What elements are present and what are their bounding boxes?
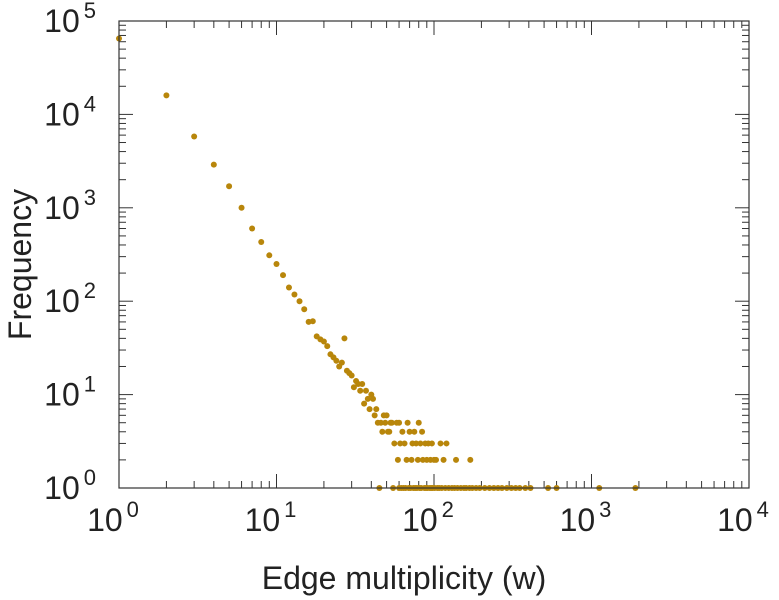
plot-frame (118, 20, 750, 489)
data-point (401, 440, 408, 447)
data-point (364, 395, 371, 402)
data-point (258, 239, 265, 246)
data-points (116, 35, 639, 491)
data-point (437, 440, 444, 447)
data-point (370, 395, 377, 402)
data-point (388, 419, 395, 426)
x-tick-label: 10 1 (245, 497, 297, 538)
data-point (309, 318, 316, 325)
data-point (361, 400, 368, 407)
data-point (382, 419, 389, 426)
data-point (379, 428, 386, 435)
data-point (333, 357, 340, 364)
data-point (417, 440, 424, 447)
data-point (238, 204, 245, 211)
data-point (350, 384, 357, 391)
y-tick-label: 10 4 (44, 91, 96, 132)
data-point (413, 440, 420, 447)
data-point (443, 440, 450, 447)
data-point (266, 252, 273, 259)
x-tick-label: 10 4 (717, 497, 769, 538)
data-point (467, 456, 474, 463)
data-point (419, 428, 426, 435)
data-point (249, 225, 256, 232)
data-point (403, 456, 410, 463)
data-point (191, 133, 198, 140)
data-point (301, 306, 308, 313)
data-point (163, 92, 170, 99)
data-point (394, 456, 401, 463)
data-point (414, 456, 421, 463)
data-point (226, 183, 233, 190)
data-point (320, 338, 327, 345)
data-point (359, 380, 366, 387)
data-point (383, 412, 390, 419)
data-point (440, 456, 447, 463)
data-point (386, 428, 393, 435)
data-point (338, 359, 345, 366)
data-point (362, 387, 369, 394)
data-point (408, 456, 415, 463)
y-axis-title: Frequency (2, 189, 38, 340)
y-tick-label: 10 0 (44, 465, 96, 506)
x-tick-label: 10 0 (87, 497, 139, 538)
data-point (428, 440, 435, 447)
data-point (366, 406, 373, 413)
data-point (324, 343, 331, 350)
data-point (285, 284, 292, 291)
axis-ticks (118, 20, 750, 489)
data-point (391, 440, 398, 447)
x-tick-label: 10 3 (560, 497, 612, 538)
data-point (371, 412, 378, 419)
data-point (396, 419, 403, 426)
data-point (433, 456, 440, 463)
data-point (291, 291, 298, 298)
data-point (453, 456, 460, 463)
data-point (357, 387, 364, 394)
data-point (397, 440, 404, 447)
data-point (210, 161, 217, 168)
y-tick-label: 10 5 (44, 0, 96, 39)
data-point (273, 261, 280, 268)
data-point (377, 419, 384, 426)
data-point (411, 428, 418, 435)
data-point (399, 428, 406, 435)
data-point (415, 419, 422, 426)
data-point (296, 298, 303, 305)
y-tick-label: 10 3 (44, 185, 96, 226)
data-point (341, 335, 348, 342)
y-tick-label: 10 2 (44, 278, 96, 319)
y-tick-label: 10 1 (44, 372, 96, 413)
data-point (373, 406, 380, 413)
data-point (280, 272, 287, 279)
axis-tick-labels: 10 0 10 1 10 2 10 3 10 4 10 0 10 1 10 2 10 3 10 4 10 5 (44, 0, 769, 538)
data-point (406, 428, 413, 435)
x-axis-title: Edge multiplicity (w) (262, 560, 547, 596)
data-point (404, 419, 411, 426)
x-tick-label: 10 2 (402, 497, 454, 538)
data-point (348, 372, 355, 379)
